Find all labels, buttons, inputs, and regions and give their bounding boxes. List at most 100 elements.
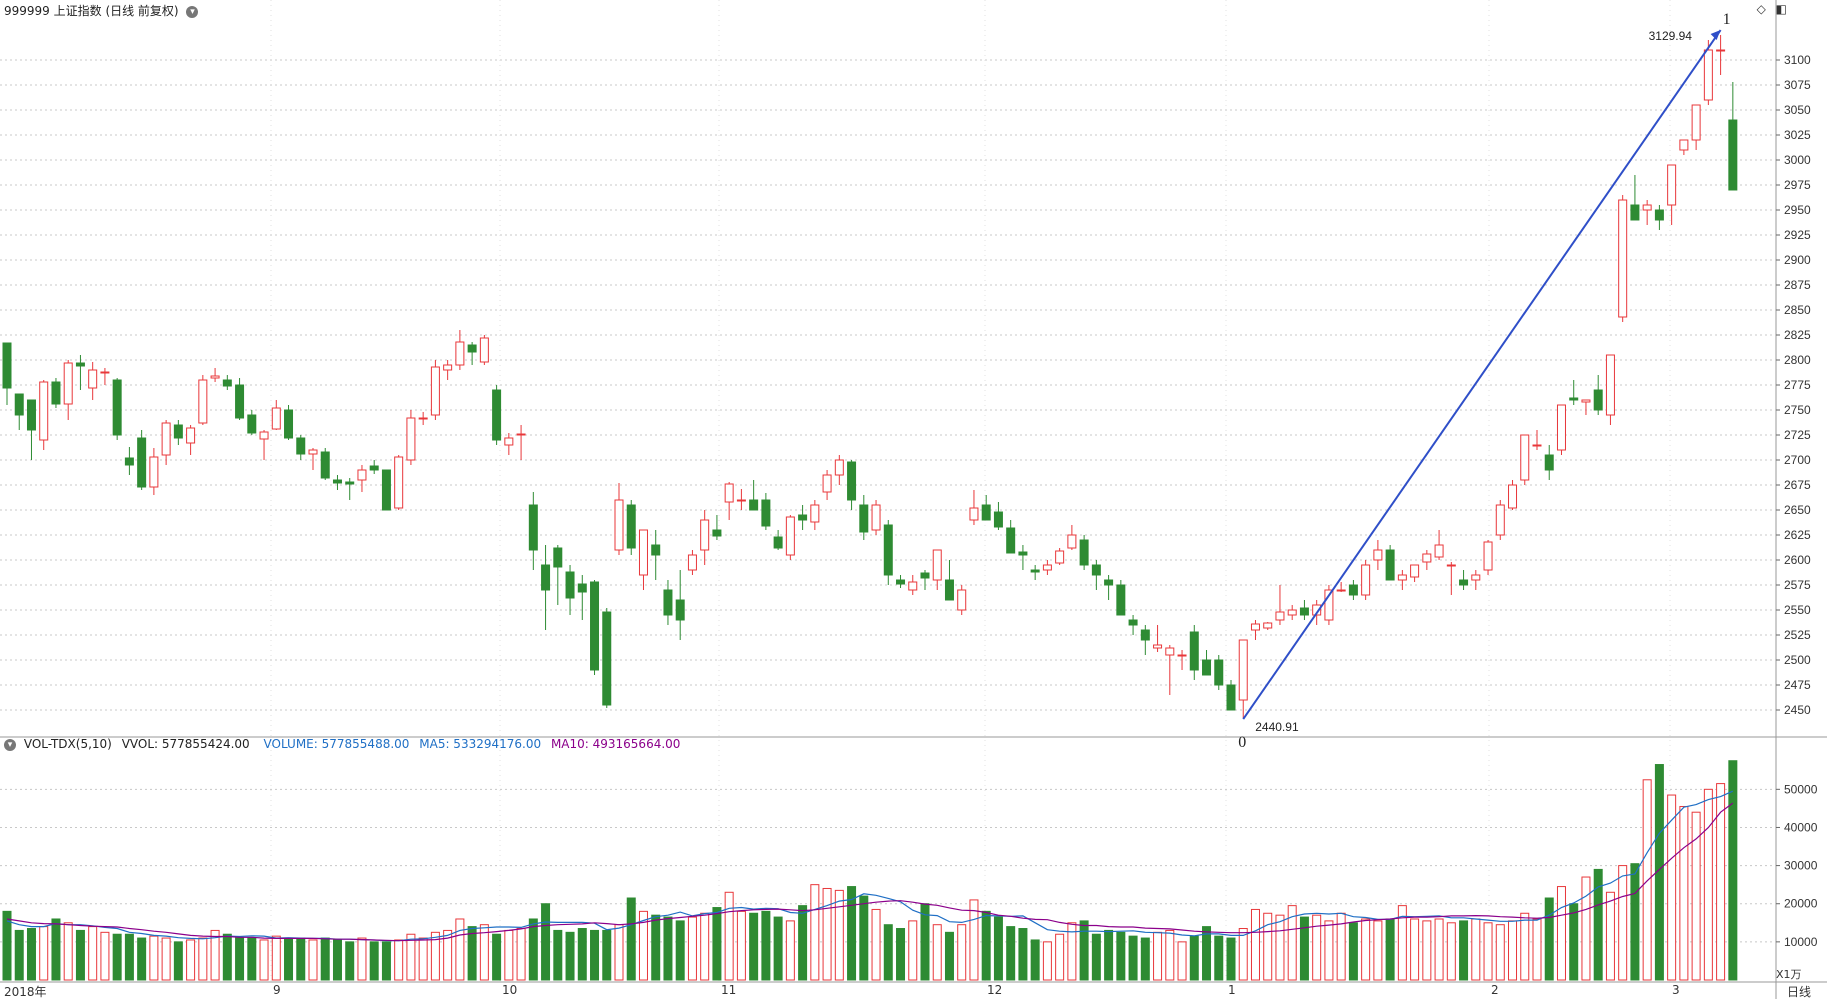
candle-body [749, 499, 759, 511]
price-tick-label: 2875 [1784, 278, 1811, 292]
candle [736, 489, 746, 510]
ma10-value: MA10: 493165664.00 [550, 737, 681, 751]
candle-body [1630, 204, 1640, 221]
x-axis-label: 9 [273, 983, 281, 997]
volume-bar [173, 941, 183, 981]
period-label[interactable]: 日线 [1787, 985, 1812, 999]
x-axis: 2018年 9 10 11 12 1 2 3 [0, 983, 1827, 999]
diamond-icon[interactable]: ◇ [1756, 2, 1766, 16]
candle [1299, 600, 1309, 620]
candle [296, 435, 306, 460]
chevron-down-icon[interactable]: ▾ [4, 738, 16, 751]
volume-bar [26, 928, 36, 981]
x-axis-label: 3 [1672, 983, 1680, 997]
candle-body [345, 481, 355, 485]
candle-body [443, 364, 453, 371]
candle-body [1716, 49, 1726, 52]
volume-bar [834, 889, 844, 981]
volume-bar [1373, 920, 1383, 981]
volume-bar [724, 891, 734, 981]
volume-bar [149, 935, 159, 981]
candle [528, 492, 538, 570]
x-axis-label: 1 [1228, 983, 1236, 997]
volume-bar [1593, 868, 1603, 981]
candle [443, 360, 453, 380]
candle-body [822, 474, 832, 493]
panel-icon[interactable]: ◧ [1775, 2, 1787, 16]
candle [186, 425, 196, 455]
candle [712, 515, 722, 540]
candle [1569, 380, 1579, 405]
candle [1140, 625, 1150, 655]
candle-body [541, 564, 551, 591]
candle [969, 490, 979, 525]
price-tick-label: 2700 [1784, 453, 1811, 467]
vol-indicator-name: VOL-TDX(5,10) [23, 737, 112, 751]
price-tick-label: 2800 [1784, 353, 1811, 367]
candle-body [1385, 549, 1395, 581]
volume-bar [357, 937, 367, 981]
candle-body [920, 572, 930, 579]
candle [516, 425, 526, 460]
volume-bar [822, 887, 832, 981]
volume-bar [1532, 918, 1542, 981]
candle [1385, 545, 1395, 581]
candle [247, 410, 257, 435]
candle-body [1275, 611, 1285, 621]
candle [1544, 445, 1554, 480]
candle-body [198, 379, 208, 424]
volume-bar [859, 895, 869, 981]
candle [614, 483, 624, 555]
candle [626, 500, 636, 555]
candle-body [1642, 204, 1652, 211]
volume-bar [785, 920, 795, 981]
volume-bar [1716, 783, 1726, 981]
volume-bar [590, 929, 600, 981]
candle-body [394, 456, 404, 509]
candle-body [1667, 164, 1677, 206]
volume-bar [418, 937, 428, 981]
candle-body [39, 381, 49, 441]
candle-body [1177, 654, 1187, 657]
price-tick-label: 2525 [1784, 628, 1811, 642]
candle [430, 360, 440, 420]
candle-body [944, 579, 954, 601]
volume-bar [810, 884, 820, 981]
candle [1275, 585, 1285, 625]
chevron-down-icon[interactable]: ▾ [186, 5, 199, 18]
volume-bar [1495, 924, 1505, 981]
volume-bar [761, 910, 771, 981]
candle [724, 482, 734, 520]
price-tick-label: 2600 [1784, 553, 1811, 567]
volume-tick-label: 10000 [1784, 935, 1818, 949]
candle [1067, 525, 1077, 550]
corner-icons: ◇ ◧ [1751, 2, 1787, 16]
candle-body [810, 504, 820, 523]
candle-body [467, 344, 477, 353]
volume-bar [1018, 928, 1028, 981]
volume-bar [773, 916, 783, 981]
volume-bar [2, 910, 12, 981]
candle [75, 355, 85, 390]
candle-body [969, 507, 979, 521]
candle-body [847, 461, 857, 501]
candle [810, 500, 820, 530]
candle [663, 580, 673, 625]
candle [541, 545, 551, 630]
volume-bar [944, 931, 954, 981]
volume-bar [1128, 935, 1138, 981]
x-axis-label: 11 [721, 983, 737, 997]
candle [1250, 620, 1260, 640]
volume-bar [1275, 914, 1285, 981]
volume-bar [1214, 935, 1224, 981]
volume-bar [1140, 937, 1150, 981]
candle-body [1348, 584, 1358, 596]
volume-bar [235, 937, 245, 981]
candle-body [1532, 444, 1542, 447]
candle-body [712, 529, 722, 537]
candle [1042, 560, 1052, 575]
candle [479, 335, 489, 365]
candle [553, 545, 563, 605]
candle [883, 520, 893, 585]
